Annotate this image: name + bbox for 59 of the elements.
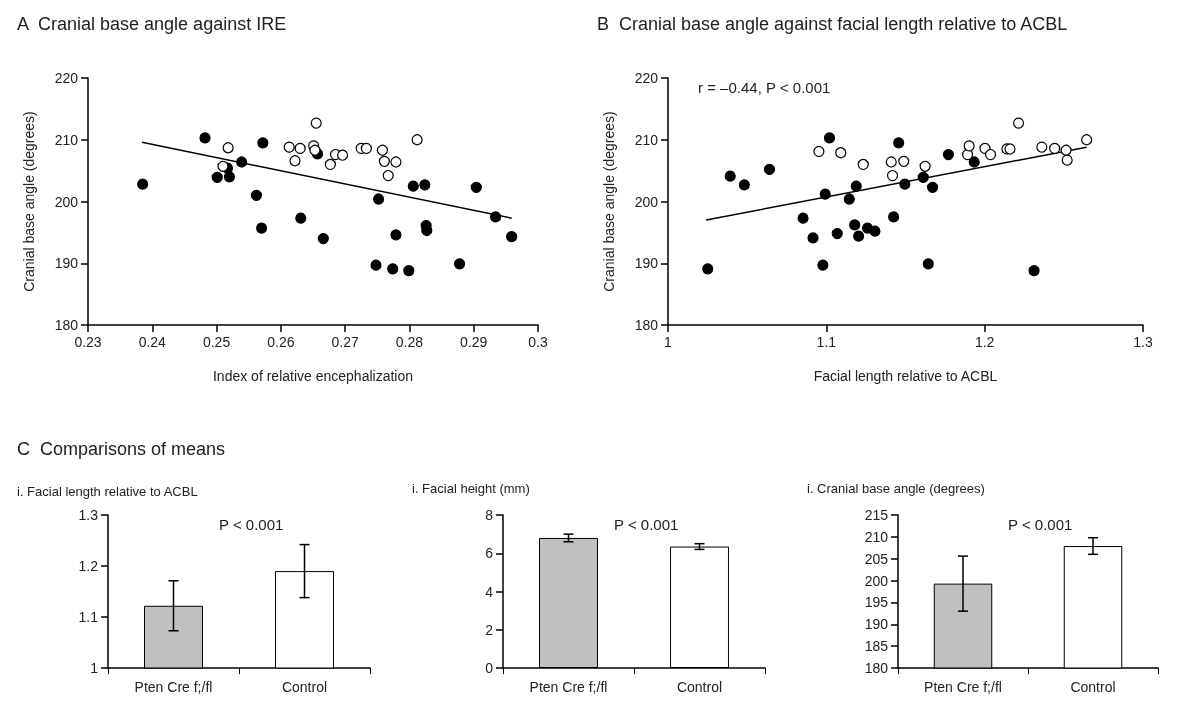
x-tick-label: 0.23 <box>74 334 102 350</box>
x-axis-title: Index of relative encephalization <box>212 368 414 384</box>
chart-subtitle: i. Facial length relative to ACBL <box>17 484 198 499</box>
y-tick-label: 200 <box>54 193 79 210</box>
annotation: P < 0.001 <box>1008 516 1073 533</box>
chart-title: i. Facial height (mm) <box>412 481 530 496</box>
y-tick-label: 210 <box>634 131 659 148</box>
y-tick-label: 185 <box>864 638 889 655</box>
y-tick-label: 1.1 <box>78 609 99 625</box>
x-tick-label: 0.3 <box>528 334 548 350</box>
y-tick-label: 210 <box>54 131 79 148</box>
chart-title: i. Cranial base angle (degrees) <box>807 481 985 496</box>
y-tick-label: 1 <box>90 660 99 676</box>
y-tick-label: 1.3 <box>78 507 99 523</box>
x-tick-label: 0.27 <box>331 334 359 350</box>
y-tick-label: 210 <box>864 528 889 545</box>
y-tick-label: 4 <box>485 583 494 600</box>
y-tick-label: 180 <box>864 660 889 676</box>
x-axis-title: Facial length relative to ACBL <box>813 368 998 384</box>
x-tick-label: Pten Cre f;/fl <box>924 679 1002 695</box>
y-tick-label: 190 <box>634 255 659 272</box>
x-tick-label: 0.29 <box>460 334 488 350</box>
y-tick-label: 220 <box>634 70 659 86</box>
y-tick-label: 2 <box>485 621 494 638</box>
y-tick-label: 220 <box>54 70 79 86</box>
chart-title: B Cranial base angle against facial length relative to ACBL <box>597 14 1068 34</box>
x-tick-label: 1.1 <box>816 334 837 350</box>
x-tick-label: Pten Cre f;/fl <box>134 679 213 695</box>
y-tick-label: 8 <box>485 507 494 523</box>
x-tick-label: 0.24 <box>138 334 167 350</box>
y-tick-label: 200 <box>634 193 659 210</box>
y-tick-label: 200 <box>864 572 889 589</box>
y-tick-label: 1.2 <box>78 558 99 574</box>
y-tick-label: 180 <box>634 317 659 333</box>
x-tick-label: Pten Cre f;/fl <box>529 679 608 695</box>
x-tick-label: 0.25 <box>202 334 231 350</box>
x-tick-label: 1 <box>664 334 673 350</box>
y-tick-label: 215 <box>864 507 889 523</box>
y-tick-label: 190 <box>864 616 889 633</box>
x-tick-label: 0.28 <box>395 334 424 350</box>
annotation: P < 0.001 <box>614 516 679 533</box>
y-tick-label: 0 <box>485 660 494 676</box>
annotation: r = –0.44, P < 0.001 <box>698 79 831 96</box>
x-tick-label: Control <box>1070 679 1116 695</box>
y-axis-title: Cranial base angle (degrees) <box>601 111 617 292</box>
y-tick-label: 6 <box>485 545 494 562</box>
y-tick-label: 180 <box>54 317 79 333</box>
x-tick-label: 0.26 <box>267 334 295 350</box>
chart-title: A Cranial base angle against IRE <box>17 14 287 34</box>
y-tick-label: 205 <box>864 550 889 567</box>
x-tick-label: Control <box>281 679 328 695</box>
x-tick-label: 1.3 <box>1133 334 1153 350</box>
annotation: P < 0.001 <box>219 516 284 533</box>
y-tick-label: 195 <box>864 594 889 611</box>
y-tick-label: 190 <box>54 255 79 272</box>
x-tick-label: 1.2 <box>974 334 995 350</box>
x-tick-label: Control <box>676 679 723 695</box>
y-axis-title: Cranial base angle (degrees) <box>21 111 37 292</box>
chart-title: C Comparisons of means <box>17 439 226 459</box>
